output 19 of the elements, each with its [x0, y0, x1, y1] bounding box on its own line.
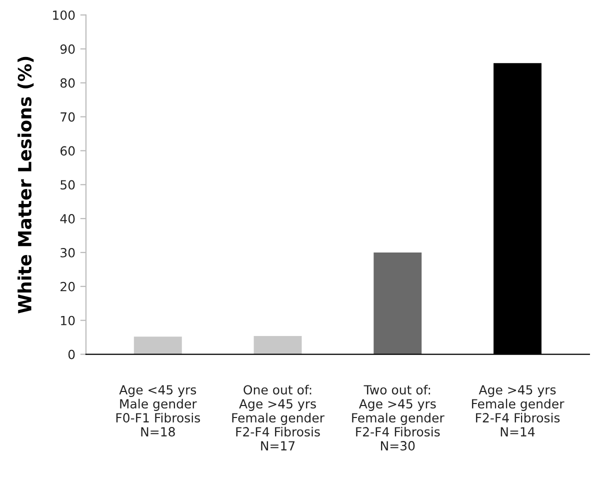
- y-tick-label: 40: [60, 214, 75, 224]
- y-tick-label: 0: [68, 350, 75, 360]
- x-tick-label: Age >45 yrs Female gender F2-F4 Fibrosis N=14: [472, 385, 564, 436]
- y-tick-label: 70: [60, 112, 75, 122]
- y-tick-label: 80: [60, 78, 75, 88]
- bar: [254, 336, 302, 354]
- x-tick-label: One out of: Age >45 yrs Female gender F2-F4 Fibrosis N=17: [232, 384, 324, 450]
- y-tick-label: 100: [53, 10, 75, 20]
- y-tick-label: 20: [60, 282, 75, 292]
- y-tick-label: 30: [60, 248, 75, 258]
- bar: [134, 336, 182, 354]
- y-tick-label: 90: [60, 44, 75, 54]
- bar: [374, 252, 422, 354]
- x-tick-label: Age <45 yrs Male gender F0-F1 Fibrosis N=18: [116, 385, 200, 437]
- y-tick-label: 60: [60, 146, 75, 156]
- x-tick-label: Two out of: Age >45 yrs Female gender F2-F4 Fibrosis N=30: [352, 384, 444, 451]
- y-tick-label: 10: [61, 316, 75, 326]
- y-axis-title: White Matter Lesions (%): [18, 56, 34, 314]
- y-tick-label: 50: [60, 180, 75, 190]
